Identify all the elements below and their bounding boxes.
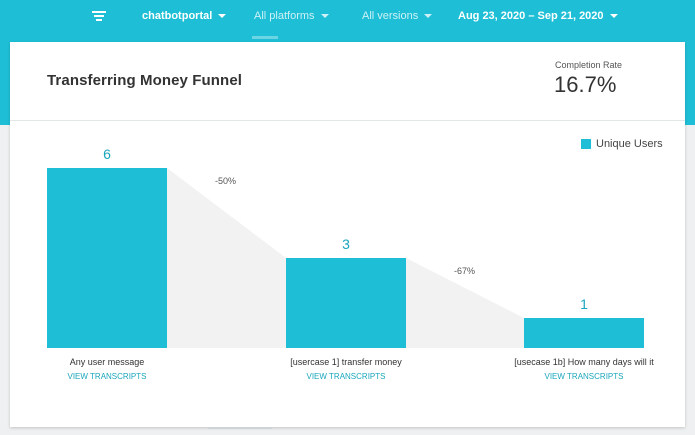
- chevron-down-icon: [609, 14, 618, 18]
- completion-rate-label: Completion Rate: [555, 60, 623, 70]
- dropoff-label: -67%: [454, 266, 475, 276]
- chevron-down-icon: [320, 14, 329, 18]
- legend-swatch: [581, 139, 591, 149]
- date-range-label: Aug 23, 2020 – Sep 21, 2020: [458, 10, 604, 22]
- funnel-card: Transferring Money Funnel Completion Rat…: [10, 42, 685, 427]
- category-label: [usecase 1b] How many days will it: [514, 357, 654, 367]
- tab-indicator: [252, 36, 278, 39]
- legend-label: Unique Users: [596, 138, 663, 150]
- page-title: Transferring Money Funnel: [47, 72, 243, 89]
- view-transcripts-link[interactable]: VIEW TRANSCRIPTS: [307, 372, 386, 381]
- dropoff-area: [406, 258, 524, 348]
- dropoff-label: -50%: [215, 176, 236, 186]
- completion-rate-value: 16.7%: [554, 72, 617, 97]
- bar-value-label: 3: [342, 236, 350, 252]
- dropoff-area: [167, 168, 286, 348]
- date-range-picker[interactable]: Aug 23, 2020 – Sep 21, 2020: [458, 10, 618, 22]
- menu-icon[interactable]: [92, 11, 106, 22]
- toolbar: chatbotportal All platforms All versions…: [0, 0, 695, 34]
- funnel-chart: -50% -67% 6 Any user message VIEW TRANSCRIPT…: [47, 146, 654, 381]
- chevron-down-icon: [424, 14, 433, 18]
- version-filter[interactable]: All versions: [362, 10, 433, 22]
- project-selector[interactable]: chatbotportal: [142, 10, 227, 22]
- bar-value-label: 6: [103, 146, 111, 162]
- platform-filter[interactable]: All platforms: [254, 10, 329, 22]
- chevron-down-icon: [218, 14, 227, 18]
- funnel-bar: [286, 258, 406, 348]
- view-transcripts-link[interactable]: VIEW TRANSCRIPTS: [545, 372, 624, 381]
- project-name: chatbotportal: [142, 10, 213, 22]
- platform-label: All platforms: [254, 10, 315, 22]
- funnel-bar: [524, 318, 644, 348]
- category-label: Any user message: [70, 357, 145, 367]
- funnel-bar: [47, 168, 167, 348]
- scroll-indicator: [208, 427, 272, 429]
- version-label: All versions: [362, 10, 419, 22]
- category-label: [usercase 1] transfer money: [290, 357, 402, 367]
- chart-legend: Unique Users: [581, 138, 663, 150]
- card-divider: [10, 120, 685, 121]
- view-transcripts-link[interactable]: VIEW TRANSCRIPTS: [68, 372, 147, 381]
- bar-value-label: 1: [580, 296, 588, 312]
